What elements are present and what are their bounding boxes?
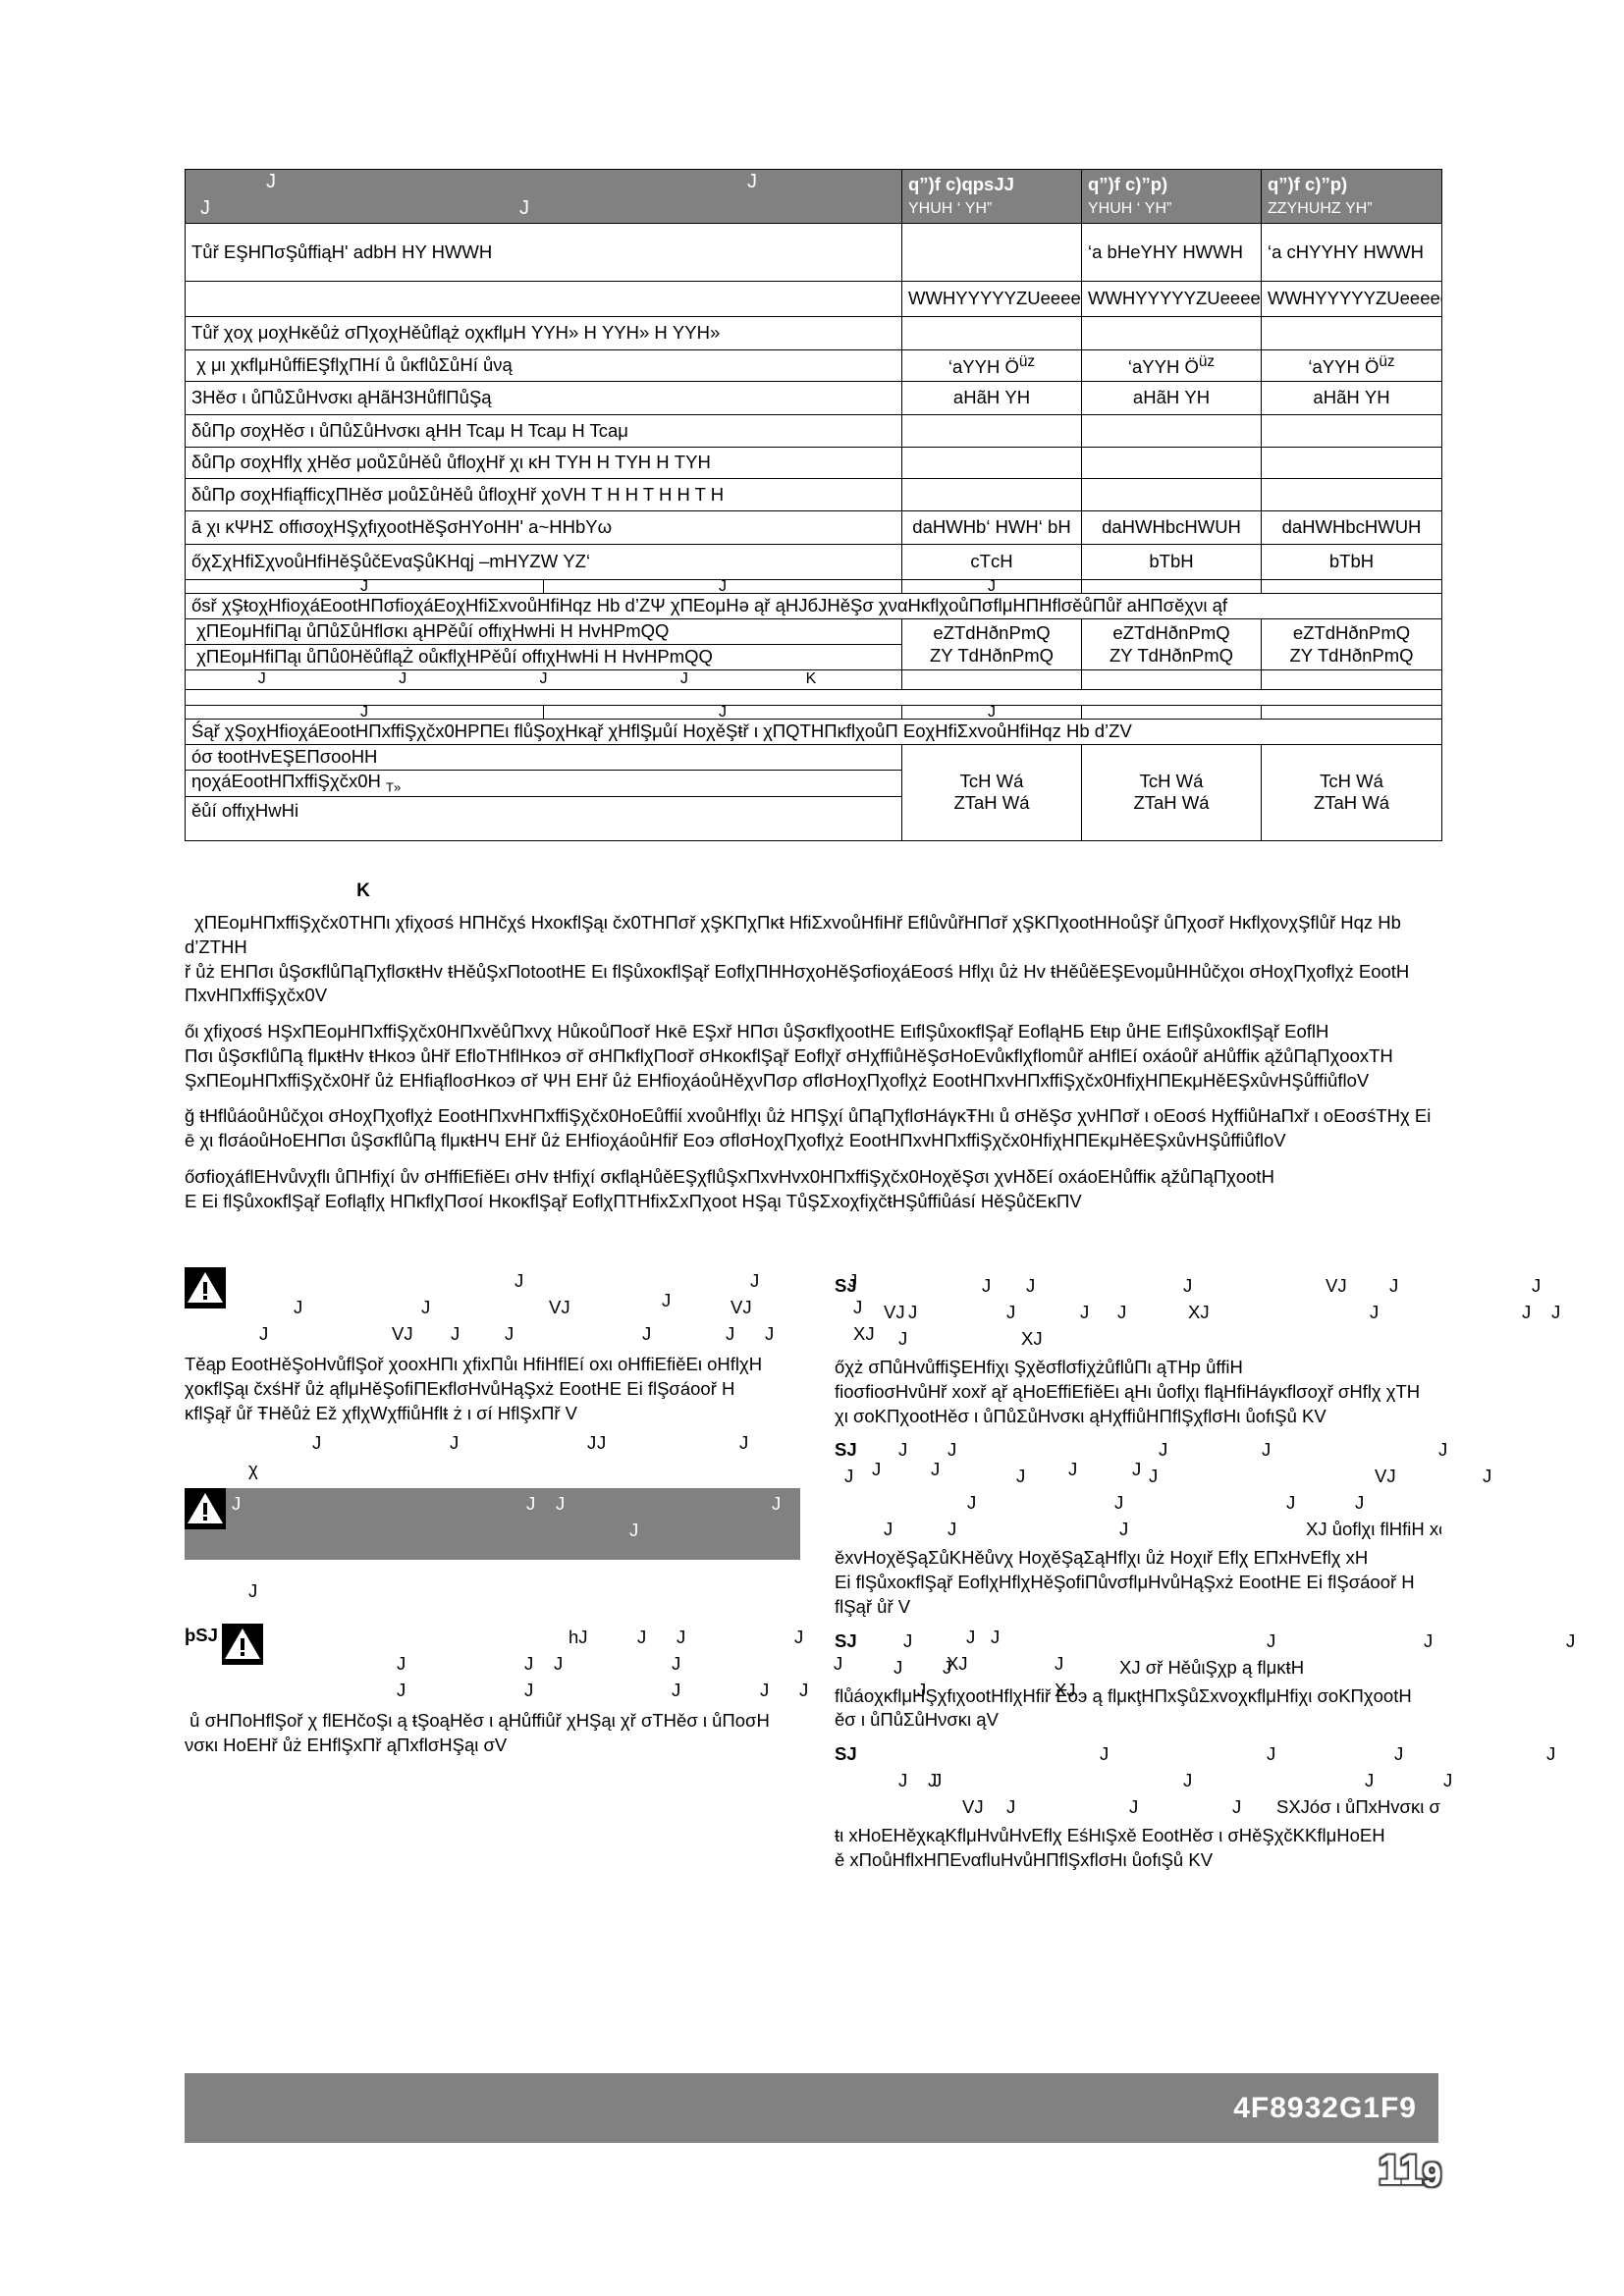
svg-text:119: 119 [1379, 2147, 1441, 2194]
